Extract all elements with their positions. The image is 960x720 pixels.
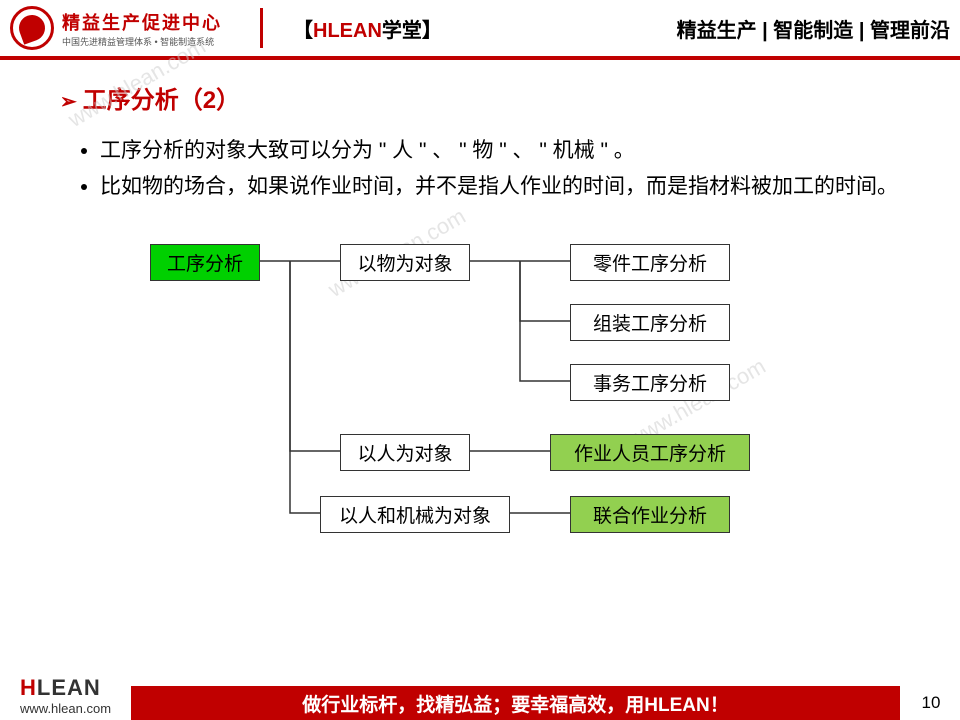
diagram-node: 以物为对象 xyxy=(340,244,470,281)
bracket-r: 】 xyxy=(422,20,442,42)
diagram-node: 以人和机械为对象 xyxy=(320,496,510,533)
footer: HLEAN www.hlean.com 做行业标杆，找精弘益；要幸福高效，用HL… xyxy=(0,672,960,720)
tree-diagram: 工序分析 以物为对象以人为对象以人和机械为对象 零件工序分析组装工序分析事务工序分析… xyxy=(100,234,900,554)
diagram-node: 以人为对象 xyxy=(340,434,470,471)
logo-subtitle: 中国先进精益管理体系 • 智能制造系统 xyxy=(62,35,222,48)
footer-url: www.hlean.com xyxy=(20,701,111,716)
bullet-item: 工序分析的对象大致可以分为 " 人 " 、 " 物 " 、 " 机械 " 。 xyxy=(100,133,900,169)
bullet-list: 工序分析的对象大致可以分为 " 人 " 、 " 物 " 、 " 机械 " 。 比… xyxy=(70,133,900,204)
footer-logo-text: HLEAN xyxy=(20,675,101,701)
header-brand-cn: 学堂 xyxy=(382,20,422,42)
logo-title: 精益生产促进中心 xyxy=(62,9,222,35)
header-brand: HLEAN xyxy=(313,20,382,42)
header-divider xyxy=(260,8,263,48)
diagram-node: 组装工序分析 xyxy=(570,304,730,341)
diagram-node: 工序分析 xyxy=(150,244,260,281)
header: 精益生产促进中心 中国先进精益管理体系 • 智能制造系统 【HLEAN学堂】 精… xyxy=(0,0,960,60)
footer-slogan: 做行业标杆，找精弘益；要幸福高效，用HLEAN！ xyxy=(131,686,900,720)
footer-logo: HLEAN www.hlean.com xyxy=(0,675,111,720)
section-title: 工序分析（2） xyxy=(60,80,900,115)
header-tagline: 精益生产 | 智能制造 | 管理前沿 xyxy=(677,14,950,43)
header-center: 【HLEAN学堂】 xyxy=(293,14,442,43)
bracket-l: 【 xyxy=(293,20,313,42)
diagram-node: 事务工序分析 xyxy=(570,364,730,401)
content: www.hlean.com www.hlean.com www.hlean.co… xyxy=(0,60,960,554)
header-logo: 精益生产促进中心 中国先进精益管理体系 • 智能制造系统 xyxy=(10,6,230,50)
logo-icon xyxy=(10,6,54,50)
page-number: 10 xyxy=(900,686,960,720)
diagram-node: 联合作业分析 xyxy=(570,496,730,533)
bullet-item: 比如物的场合，如果说作业时间，并不是指人作业的时间，而是指材料被加工的时间。 xyxy=(100,169,900,205)
diagram-node: 作业人员工序分析 xyxy=(550,434,750,471)
diagram-node: 零件工序分析 xyxy=(570,244,730,281)
